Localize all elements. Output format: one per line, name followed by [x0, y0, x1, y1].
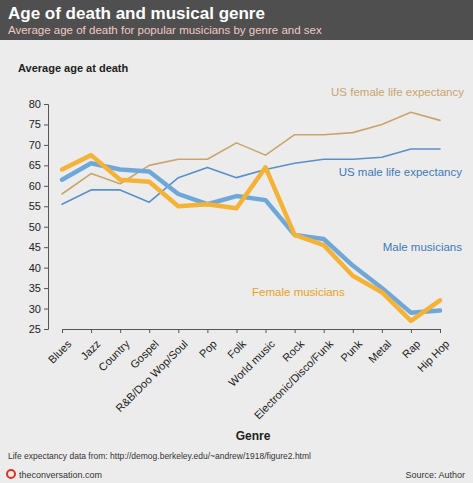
- y-tick: 70: [29, 139, 48, 151]
- x-tick-mark: [353, 329, 354, 333]
- y-tick-mark: [44, 145, 48, 146]
- series-line: [62, 155, 440, 321]
- y-tick-mark: [44, 268, 48, 269]
- y-axis-line: [44, 105, 49, 330]
- x-tick: Blues: [46, 329, 74, 366]
- x-tick-mark: [440, 329, 441, 333]
- x-tick-mark: [120, 329, 121, 333]
- x-tick-label: Rap: [400, 338, 423, 361]
- source: Source: Author: [405, 470, 465, 480]
- logo: [7, 470, 15, 478]
- y-tick-label: 40: [29, 262, 41, 274]
- y-tick-mark: [44, 124, 48, 125]
- y-axis: 25 30 35 40 45 50 55 60 65 70 75 80: [29, 98, 49, 335]
- x-tick: Rap: [400, 329, 423, 360]
- x-tick: Hip Hop: [415, 329, 452, 374]
- x-tick: Pop: [197, 329, 219, 360]
- y-tick-mark: [44, 227, 48, 228]
- x-tick-mark: [91, 329, 92, 333]
- y-tick: 25: [29, 323, 48, 335]
- x-tick: Punk: [338, 329, 365, 364]
- x-tick: Jazz: [78, 329, 102, 362]
- y-tick-label: 45: [29, 241, 41, 253]
- x-tick-mark: [236, 329, 237, 333]
- x-tick-mark: [207, 329, 208, 333]
- y-tick-label: 55: [29, 200, 41, 212]
- x-tick-mark: [178, 329, 179, 333]
- x-tick-label: R&B/Doo Wop/Soul: [113, 338, 190, 415]
- y-tick-mark: [44, 165, 48, 166]
- plot-area: [62, 112, 440, 321]
- y-tick: 40: [29, 262, 48, 274]
- y-tick-mark: [44, 288, 48, 289]
- y-tick-label: 50: [29, 221, 41, 233]
- x-tick-label: Metal: [366, 338, 394, 366]
- publisher: theconversation.com: [19, 470, 102, 480]
- background: [0, 0, 473, 483]
- series-label: Male musicians: [383, 241, 462, 253]
- x-tick-label: Rock: [280, 337, 307, 364]
- y-tick-label: 25: [29, 323, 41, 335]
- x-tick-label: World music: [226, 337, 277, 388]
- y-tick-label: 80: [29, 98, 41, 110]
- x-tick-mark: [62, 329, 63, 333]
- series-label: Female musicians: [252, 286, 345, 298]
- x-tick: Rock: [280, 329, 307, 364]
- x-axis-title: Genre: [236, 429, 271, 443]
- y-tick-label: 60: [29, 180, 41, 192]
- x-tick: Metal: [366, 329, 394, 365]
- x-tick-label: Pop: [197, 338, 219, 360]
- x-tick-label: Hip Hop: [415, 338, 452, 375]
- chart: Age of death and musical genreAverage ag…: [0, 0, 473, 483]
- x-tick: World music: [226, 329, 277, 389]
- x-tick-mark: [382, 329, 383, 333]
- y-tick: 30: [29, 303, 48, 315]
- y-tick: 65: [29, 159, 48, 171]
- x-tick-label: Punk: [338, 337, 365, 364]
- x-tick: Folk: [225, 329, 249, 361]
- y-tick: 80: [29, 98, 48, 110]
- y-tick-label: 65: [29, 159, 41, 171]
- series-line: [62, 112, 440, 194]
- y-tick-label: 35: [29, 282, 41, 294]
- y-tick-label: 30: [29, 303, 41, 315]
- y-tick-mark: [44, 104, 48, 105]
- y-tick: 45: [29, 241, 48, 253]
- subtitle: Average age of death for popular musicia…: [8, 24, 322, 36]
- x-tick: R&B/Doo Wop/Soul: [113, 329, 190, 414]
- x-tick-label: Folk: [225, 337, 249, 361]
- y-tick-mark: [44, 186, 48, 187]
- y-tick-label: 75: [29, 118, 41, 130]
- header-band: [0, 0, 473, 40]
- x-tick-mark: [411, 329, 412, 333]
- y-tick: 55: [29, 200, 48, 212]
- y-tick: 35: [29, 282, 48, 294]
- y-tick-mark: [44, 329, 48, 330]
- x-tick: Country: [96, 329, 132, 373]
- y-tick-label: 70: [29, 139, 41, 151]
- x-tick-label: Country: [96, 337, 132, 373]
- x-tick-mark: [324, 329, 325, 333]
- x-tick-mark: [149, 329, 150, 333]
- y-tick: 60: [29, 180, 48, 192]
- y-tick-mark: [44, 309, 48, 310]
- x-tick-mark: [266, 329, 267, 333]
- x-tick-label: Blues: [46, 337, 74, 365]
- y-tick: 75: [29, 118, 48, 130]
- x-axis-line: [63, 330, 441, 334]
- title: Age of death and musical genre: [8, 4, 265, 23]
- y-axis-title: Average age at death: [18, 62, 129, 74]
- x-tick-mark: [295, 329, 296, 333]
- series-label: US male life expectancy: [339, 166, 463, 178]
- x-tick: Electronic/Disco/Funk: [252, 329, 336, 421]
- y-tick-mark: [44, 206, 48, 207]
- y-tick: 50: [29, 221, 48, 233]
- footnote: Life expectancy data from: http://demog.…: [8, 451, 311, 461]
- y-tick-mark: [44, 247, 48, 248]
- x-tick-label: Jazz: [78, 338, 102, 362]
- x-axis: BluesJazzCountryGospelR&B/Doo Wop/SoulPo…: [46, 329, 452, 421]
- series-label: US female life expectancy: [331, 86, 464, 98]
- x-tick-label: Electronic/Disco/Funk: [252, 337, 336, 421]
